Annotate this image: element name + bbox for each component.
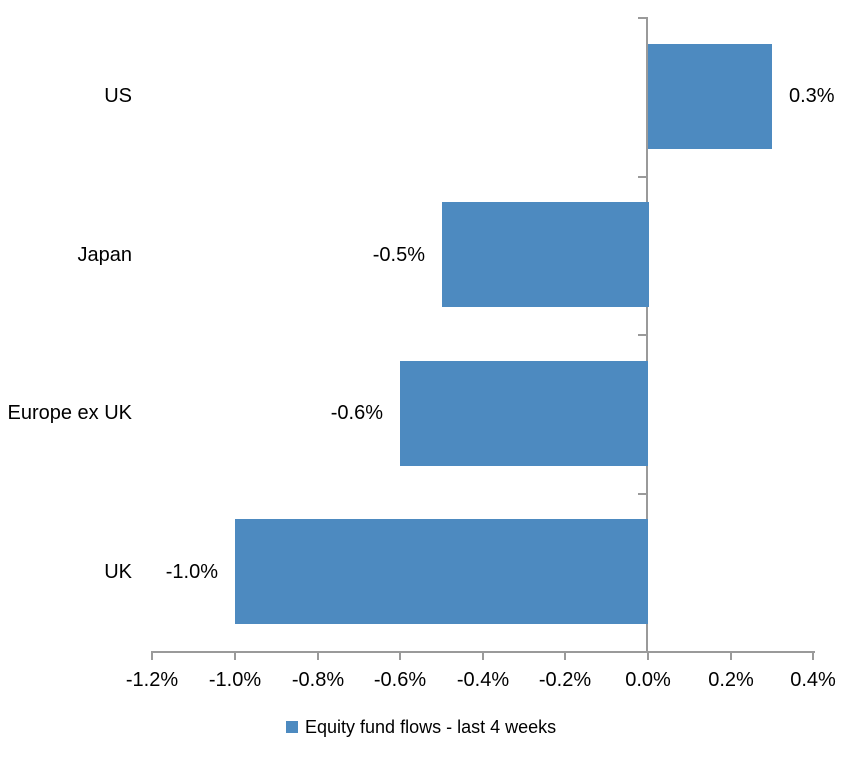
legend-label: Equity fund flows - last 4 weeks: [305, 717, 557, 737]
x-axis-tick-label: -1.2%: [125, 669, 179, 691]
x-axis-tick-label: 0.0%: [625, 669, 671, 691]
bar-japan: [442, 202, 649, 307]
x-axis-tick-mark: [234, 651, 236, 660]
bar-europe-ex-uk: [400, 361, 648, 466]
category-label-uk: UK: [104, 561, 132, 583]
bar-value-label-japan: -0.5%: [372, 244, 425, 266]
category-tick-mark: [638, 176, 646, 178]
x-axis-tick-mark: [399, 651, 401, 660]
category-label-japan: Japan: [77, 244, 133, 266]
legend-color-swatch: [286, 721, 298, 733]
zero-axis-line: [646, 17, 648, 653]
category-tick-mark: [638, 493, 646, 495]
x-axis-tick-mark: [317, 651, 319, 660]
x-axis-tick-mark: [647, 651, 649, 660]
x-axis-tick-label: -0.2%: [538, 669, 592, 691]
x-axis-tick-label: 0.2%: [708, 669, 754, 691]
x-axis-tick-label: -0.8%: [291, 669, 345, 691]
x-axis-tick-mark: [482, 651, 484, 660]
category-label-europe-ex-uk: Europe ex UK: [7, 402, 132, 424]
x-axis-tick-mark: [564, 651, 566, 660]
x-axis-tick-label: -1.0%: [208, 669, 262, 691]
x-axis-tick-label: -0.4%: [456, 669, 510, 691]
x-axis-tick-label: -0.6%: [373, 669, 427, 691]
bar-uk: [235, 519, 648, 624]
x-axis-tick-mark: [151, 651, 153, 660]
bar-value-label-europe-ex-uk: -0.6%: [330, 402, 383, 424]
category-tick-mark: [638, 17, 646, 19]
x-axis-tick-mark: [730, 651, 732, 660]
x-axis-tick-mark: [812, 651, 814, 660]
x-axis-tick-label: 0.4%: [790, 669, 836, 691]
category-tick-mark: [638, 334, 646, 336]
bar-value-label-us: 0.3%: [789, 85, 835, 107]
legend: Equity fund flows - last 4 weeks: [286, 716, 556, 738]
bar-value-label-uk: -1.0%: [165, 561, 218, 583]
bar-us: [648, 44, 772, 149]
category-label-us: US: [104, 85, 132, 107]
